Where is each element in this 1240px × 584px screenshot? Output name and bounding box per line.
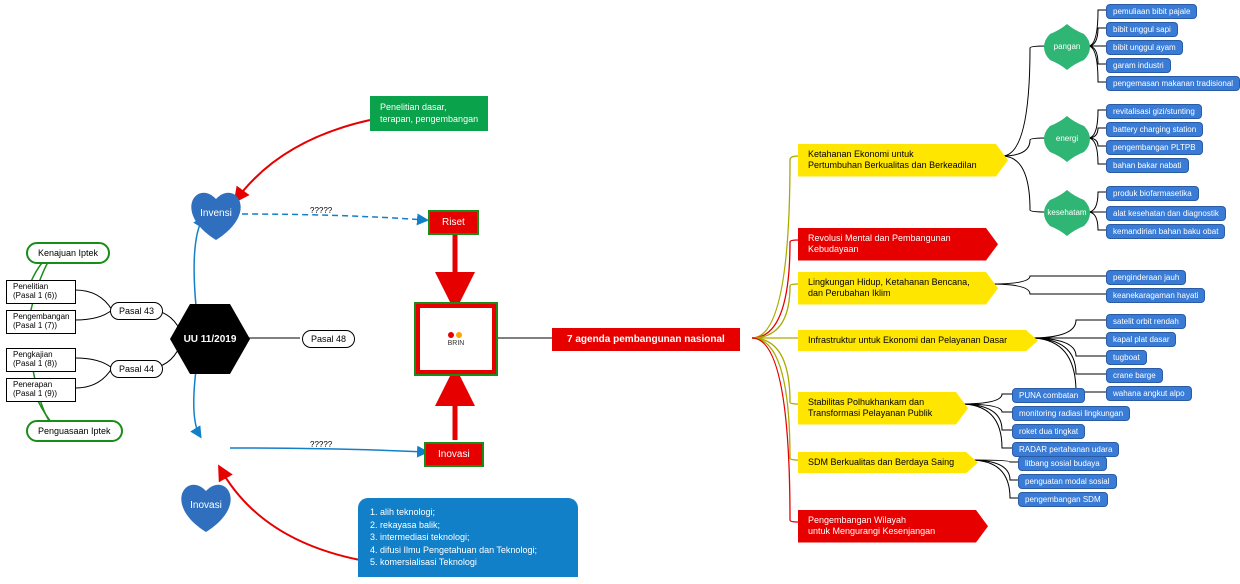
blue-line-4: 4. difusi Ilmu Pengetahuan dan Teknologi… — [370, 544, 566, 557]
agenda-4: Infrastruktur untuk Ekonomi dan Pelayana… — [798, 330, 1038, 351]
block-riset: Riset — [428, 210, 479, 235]
leaf-energi-2: pengembangan PLTPB — [1106, 140, 1203, 155]
leaf-a3-1: keanekaragaman hayati — [1106, 288, 1205, 303]
leaf-a4-2: tugboat — [1106, 350, 1147, 365]
leaf-a4-1: kapal plat dasar — [1106, 332, 1176, 347]
heart-invensi: Invensi — [186, 186, 246, 240]
agenda-title: 7 agenda pembangunan nasional — [552, 328, 740, 351]
diamond-pangan-label: pangan — [1054, 43, 1081, 51]
blue-line-5: 5. komersialisasi Teknologi — [370, 556, 566, 569]
blue-line-3: 3. intermediasi teknologi; — [370, 531, 566, 544]
agenda-3: Lingkungan Hidup, Ketahanan Bencana, dan… — [798, 272, 998, 305]
pasal44: Pasal 44 — [110, 360, 163, 378]
heart-inovasi: Inovasi — [176, 478, 236, 532]
leaf-a3-0: penginderaan jauh — [1106, 270, 1186, 285]
leaf-a4-3: crane barge — [1106, 368, 1163, 383]
block-inovasi: Inovasi — [424, 442, 484, 467]
leaf-kesehatan-2: kemandirian bahan baku obat — [1106, 224, 1225, 239]
leaf-a5-0: PUNA combatan — [1012, 388, 1085, 403]
leaf-a5-3: RADAR pertahanan udara — [1012, 442, 1119, 457]
diamond-kesehatan: kesehatam — [1044, 190, 1090, 236]
blue-line-2: 2. rekayasa balik; — [370, 519, 566, 532]
leaf-kesehatan-0: produk biofarmasetika — [1106, 186, 1199, 201]
agenda-7: Pengembangan Wilayah untuk Mengurangi Ke… — [798, 510, 988, 543]
leaf-a6-1: penguatan modal sosial — [1018, 474, 1117, 489]
diamond-pangan: pangan — [1044, 24, 1090, 70]
qmark-1: ????? — [310, 206, 332, 215]
leaf-a5-1: monitoring radiasi lingkungan — [1012, 406, 1130, 421]
diamond-kesehatan-label: kesehatam — [1047, 209, 1086, 217]
uu-hexagon: UU 11/2019 — [170, 304, 250, 374]
box-pengembangan: Pengembangan (Pasal 1 (7)) — [6, 310, 76, 334]
agenda-5: Stabilitas Polhukhankam dan Transformasi… — [798, 392, 968, 425]
leaf-pangan-0: pemuliaan bibit pajale — [1106, 4, 1197, 19]
leaf-energi-0: revitalisasi gizi/stunting — [1106, 104, 1202, 119]
leaf-energi-3: bahan bakar nabati — [1106, 158, 1189, 173]
agenda-6: SDM Berkualitas dan Berdaya Saing — [798, 452, 978, 473]
leaf-a4-0: satelit orbit rendah — [1106, 314, 1186, 329]
agenda-1: Ketahanan Ekonomi untuk Pertumbuhan Berk… — [798, 144, 1008, 177]
leaf-kesehatan-1: alat kesehatan dan diagnostik — [1106, 206, 1226, 221]
leaf-pangan-2: bibit unggul ayam — [1106, 40, 1183, 55]
note-green: Penelitian dasar, terapan, pengembangan — [370, 96, 488, 131]
pill-penguasaan: Penguasaan Iptek — [26, 420, 123, 442]
pasal48: Pasal 48 — [302, 330, 355, 348]
qmark-2: ????? — [310, 440, 332, 449]
box-penerapan: Penerapan (Pasal 1 (9)) — [6, 378, 76, 402]
box-pengkajian: Pengkajian (Pasal 1 (8)) — [6, 348, 76, 372]
pasal43: Pasal 43 — [110, 302, 163, 320]
heart-invensi-label: Invensi — [200, 208, 232, 219]
leaf-a6-2: pengembangan SDM — [1018, 492, 1108, 507]
center-brin: BRIN — [416, 304, 496, 374]
box-penelitian: Penelitian (Pasal 1 (6)) — [6, 280, 76, 304]
heart-inovasi-label: Inovasi — [190, 500, 222, 511]
agenda-2: Revolusi Mental dan Pembangunan Kebudaya… — [798, 228, 998, 261]
leaf-a5-2: roket dua tingkat — [1012, 424, 1085, 439]
diamond-energi-label: energi — [1056, 135, 1078, 143]
leaf-pangan-4: pengemasan makanan tradisional — [1106, 76, 1240, 91]
leaf-pangan-1: bibit unggul sapi — [1106, 22, 1178, 37]
leaf-pangan-3: garam industri — [1106, 58, 1171, 73]
leaf-energi-1: battery charging station — [1106, 122, 1203, 137]
pill-kemajuan: Kenajuan Iptek — [26, 242, 110, 264]
brin-label: BRIN — [448, 340, 465, 347]
diamond-energi: energi — [1044, 116, 1090, 162]
leaf-a4-4: wahana angkut alpo — [1106, 386, 1192, 401]
leaf-a6-0: litbang sosial budaya — [1018, 456, 1107, 471]
blue-line-1: 1. alih teknologi; — [370, 506, 566, 519]
note-blue: 1. alih teknologi; 2. rekayasa balik; 3.… — [358, 498, 578, 577]
